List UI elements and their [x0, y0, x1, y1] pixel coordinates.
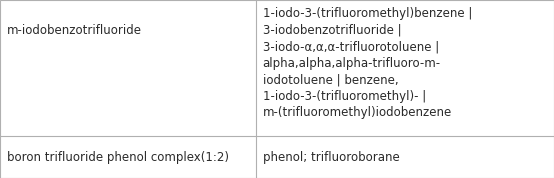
- Text: 1-iodo-3-(trifluoromethyl)benzene | 
3-iodobenzotrifluoride | 
3-iodo-α,α,α-trif: 1-iodo-3-(trifluoromethyl)benzene | 3-io…: [263, 7, 476, 119]
- Text: m-iodobenzotrifluoride: m-iodobenzotrifluoride: [7, 24, 142, 37]
- Text: boron trifluoride phenol complex(1:2): boron trifluoride phenol complex(1:2): [7, 151, 229, 164]
- Text: phenol; trifluoroborane: phenol; trifluoroborane: [263, 151, 399, 164]
